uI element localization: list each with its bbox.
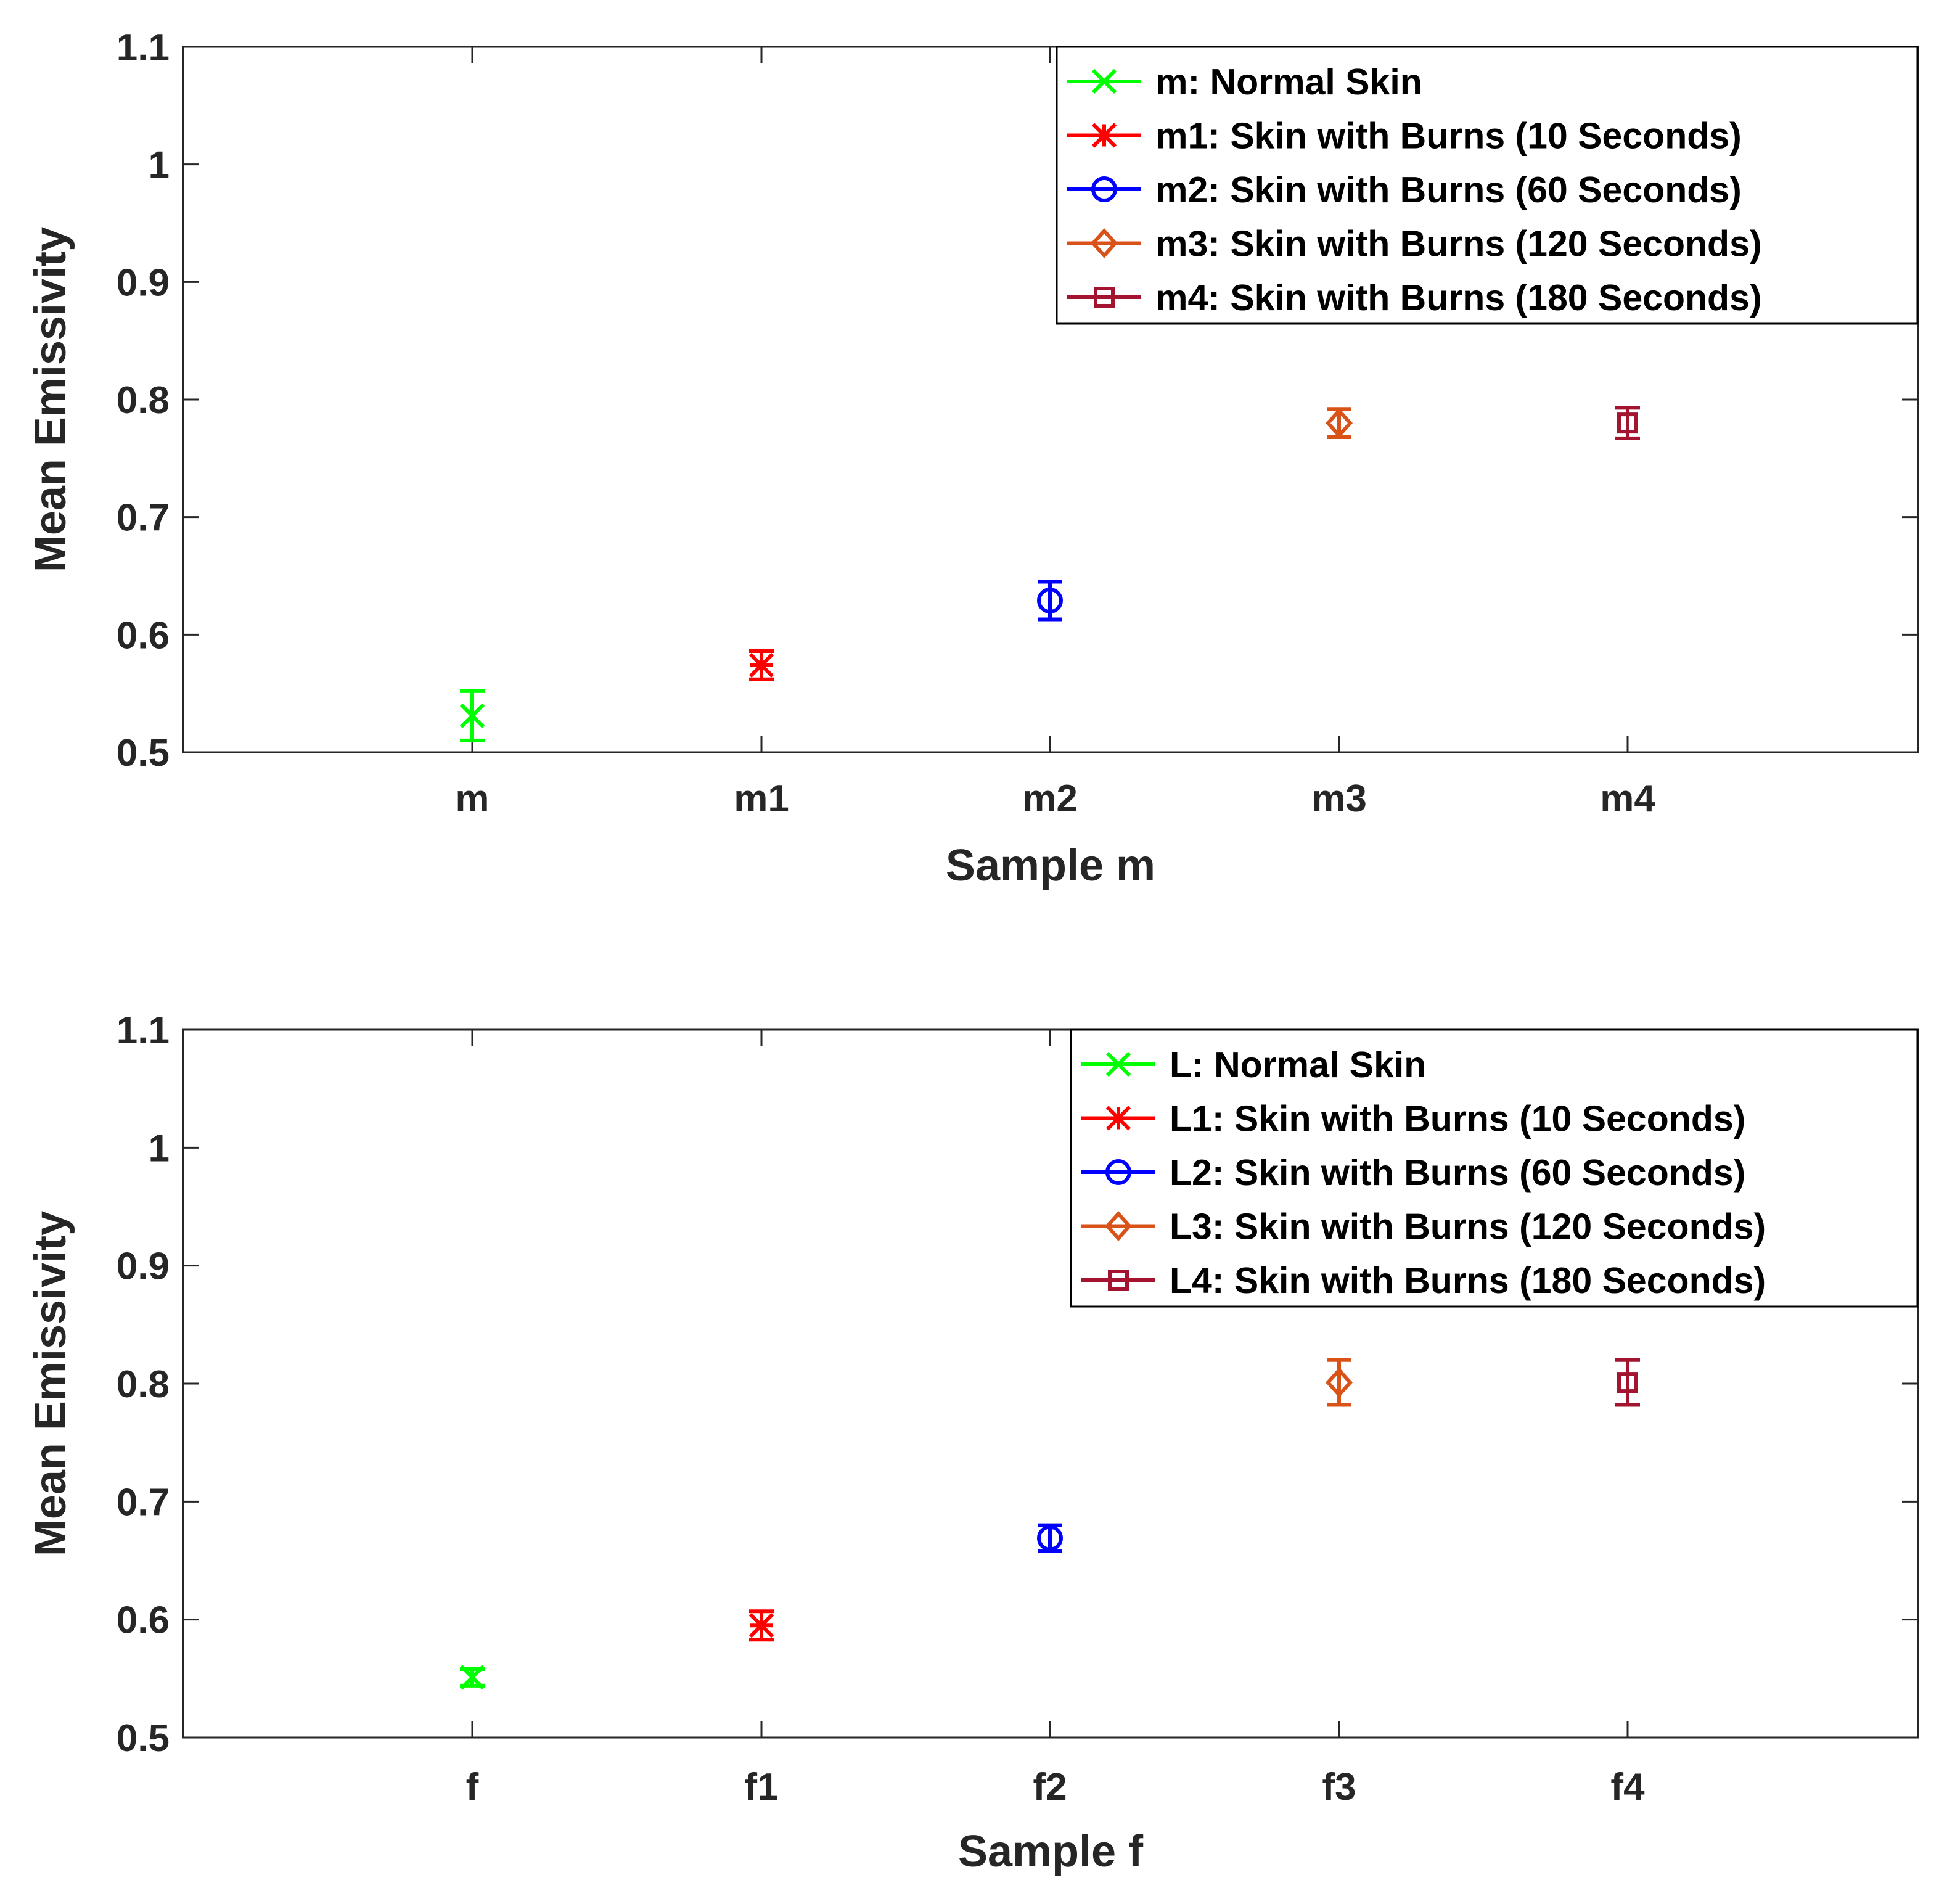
data-point: [748, 1609, 774, 1642]
legend-entry: m: Normal Skin: [1067, 62, 1422, 102]
circle-marker-icon: [1037, 588, 1063, 614]
x-tick-label: f2: [1033, 1766, 1067, 1808]
circle-marker-icon: [1105, 1159, 1131, 1185]
y-tick-label: 0.5: [117, 1717, 170, 1760]
x-tick-label: m2: [1022, 778, 1078, 820]
chart-2: 0.5 0.6 0.7 0.8 0.9 1 1.1 f f1 f2 f3 f4 Sample f Mean…: [26, 1009, 1919, 1876]
square-marker-icon: [1617, 412, 1638, 434]
data-point: [1615, 1358, 1640, 1407]
y-tick-label: 0.5: [117, 732, 170, 774]
legend-label: L3: Skin with Burns (120 Seconds): [1170, 1207, 1766, 1247]
legend-label: m: Normal Skin: [1155, 62, 1422, 102]
asterisk-marker-icon: [1105, 1106, 1131, 1131]
y-tick-label: 0.9: [117, 1245, 170, 1288]
legend-label: m1: Skin with Burns (10 Seconds): [1155, 116, 1742, 157]
legend-label: L1: Skin with Burns (10 Seconds): [1170, 1099, 1745, 1139]
legend-entry: L2: Skin with Burns (60 Seconds): [1081, 1152, 1745, 1193]
data-point: [748, 649, 774, 681]
data-point: [1037, 1523, 1063, 1553]
x-marker-icon: [1105, 1051, 1131, 1077]
x-tick-label: m1: [734, 778, 789, 820]
asterisk-marker-icon: [1091, 123, 1117, 148]
legend-entry: L1: Skin with Burns (10 Seconds): [1081, 1099, 1745, 1139]
legend-box: [1056, 46, 1919, 325]
y-tick-label: 0.7: [117, 1481, 170, 1524]
x-marker-icon: [459, 703, 485, 729]
x-tick-label: f4: [1610, 1766, 1645, 1808]
legend-label: L: Normal Skin: [1170, 1044, 1426, 1085]
legend-label: m2: Skin with Burns (60 Seconds): [1155, 170, 1742, 210]
y-tick-label: 1.1: [117, 1009, 170, 1052]
legend-label: m3: Skin with Burns (120 Seconds): [1155, 224, 1762, 265]
legend-entry: L: Normal Skin: [1081, 1044, 1426, 1085]
diamond-marker-icon: [1090, 228, 1118, 258]
asterisk-marker-icon: [748, 1613, 774, 1638]
legend-entry: m4: Skin with Burns (180 Seconds): [1067, 277, 1762, 318]
y-tick-label: 0.6: [117, 1599, 170, 1642]
data-point: [1615, 406, 1640, 440]
diamond-marker-icon: [1325, 1367, 1353, 1398]
y-tick-label: 1: [149, 1127, 170, 1170]
x-axis-label: Sample m: [946, 841, 1155, 890]
legend-label: m4: Skin with Burns (180 Seconds): [1155, 277, 1762, 318]
circle-marker-icon: [1037, 1525, 1063, 1551]
legend: L: Normal Skin L1: Skin with Burns (10 Se…: [1070, 1028, 1919, 1308]
x-tick-label: m: [455, 778, 489, 820]
data-point: [459, 1665, 485, 1690]
data-point: [459, 689, 485, 742]
y-tick-label: 1.1: [117, 27, 170, 69]
legend-label: L4: Skin with Burns (180 Seconds): [1170, 1260, 1766, 1301]
x-marker-icon: [1091, 68, 1117, 94]
y-tick-label: 0.8: [117, 379, 170, 422]
y-tick-label: 1: [149, 144, 170, 187]
x-tick-label: m3: [1311, 778, 1367, 820]
x-axis-label: Sample f: [958, 1827, 1144, 1876]
x-marker-icon: [459, 1665, 485, 1690]
y-axis-label: Mean Emissivity: [26, 1211, 75, 1556]
data-point: [1037, 580, 1063, 622]
y-axis-label: Mean Emissivity: [26, 227, 75, 572]
chart-1: 0.5 0.6 0.7 0.8 0.9 1 1.1 m m1 m2 m3 m4 Sample m Mean…: [26, 27, 1919, 890]
data-point: [1325, 1358, 1353, 1407]
asterisk-marker-icon: [748, 652, 774, 678]
square-marker-icon: [1108, 1270, 1129, 1291]
legend-box: [1070, 1028, 1919, 1308]
legend-label: L2: Skin with Burns (60 Seconds): [1170, 1152, 1745, 1193]
y-tick-label: 0.6: [117, 614, 170, 657]
y-tick-label: 0.8: [117, 1363, 170, 1406]
data-point: [1325, 407, 1353, 440]
circle-marker-icon: [1091, 176, 1117, 202]
legend-entry: L4: Skin with Burns (180 Seconds): [1081, 1260, 1766, 1301]
x-tick-label: f1: [744, 1766, 778, 1808]
legend-entry: m1: Skin with Burns (10 Seconds): [1067, 116, 1742, 157]
legend-entry: m3: Skin with Burns (120 Seconds): [1067, 224, 1762, 265]
y-tick-label: 0.7: [117, 497, 170, 540]
legend: m: Normal Skin m1: Skin with Burns (10 Se…: [1056, 46, 1919, 325]
square-marker-icon: [1094, 287, 1115, 308]
legend-entry: m2: Skin with Burns (60 Seconds): [1067, 170, 1742, 210]
x-tick-label: m4: [1600, 778, 1655, 820]
square-marker-icon: [1617, 1372, 1638, 1393]
x-tick-label: f3: [1322, 1766, 1356, 1808]
x-tick-label: f: [466, 1766, 479, 1808]
diamond-marker-icon: [1104, 1211, 1133, 1241]
y-tick-label: 0.9: [117, 261, 170, 304]
legend-entry: L3: Skin with Burns (120 Seconds): [1081, 1207, 1766, 1247]
diamond-marker-icon: [1325, 408, 1353, 438]
